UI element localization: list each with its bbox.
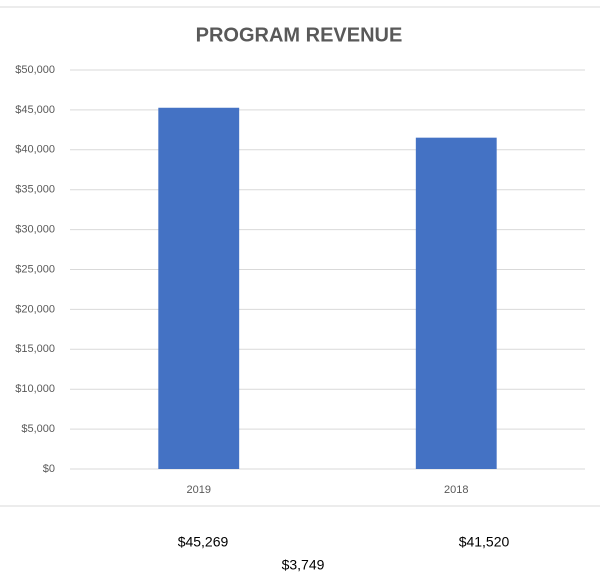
annotation: $41,520 — [459, 534, 510, 550]
chart-title: PROGRAM REVENUE — [196, 24, 403, 46]
annotation: $45,269 — [178, 534, 229, 550]
x-tick-label: 2019 — [187, 484, 211, 496]
y-tick-label: $15,000 — [15, 343, 55, 355]
bar — [415, 137, 497, 469]
y-tick-label: $50,000 — [15, 64, 55, 76]
y-tick-label: $30,000 — [15, 224, 55, 236]
y-tick-label: $0 — [43, 463, 55, 475]
x-tick-label: 2018 — [444, 484, 468, 496]
y-tick-label: $10,000 — [15, 383, 55, 395]
y-tick-label: $25,000 — [15, 263, 55, 275]
annotation: $3,749 — [282, 557, 325, 573]
y-tick-label: $40,000 — [15, 144, 55, 156]
y-tick-label: $5,000 — [21, 423, 55, 435]
bar — [158, 107, 240, 469]
y-tick-label: $35,000 — [15, 184, 55, 196]
y-tick-label: $45,000 — [15, 104, 55, 116]
y-tick-label: $20,000 — [15, 303, 55, 315]
